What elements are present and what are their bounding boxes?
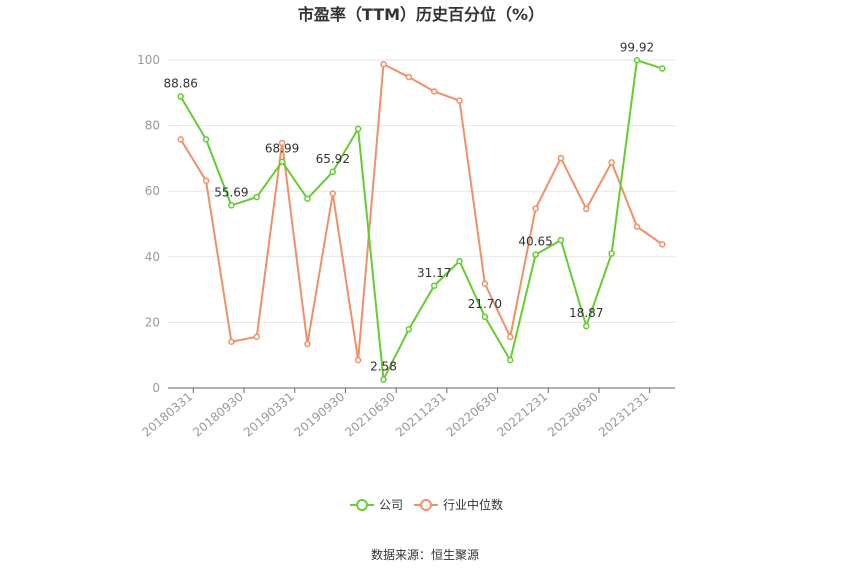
x-tick-label: 20211231	[393, 390, 449, 440]
data-point	[430, 282, 438, 290]
data-point	[354, 356, 362, 364]
legend-item-0[interactable]: 公司	[350, 498, 403, 512]
data-point	[481, 313, 489, 321]
data-label: 18.87	[569, 306, 603, 320]
data-point	[659, 65, 666, 72]
data-label: 40.65	[518, 235, 552, 249]
chart-title: 市盈率（TTM）历史百分位（%）	[298, 5, 544, 24]
data-point	[177, 136, 184, 143]
data-point	[228, 202, 235, 209]
legend-item-1[interactable]: 行业中位数	[414, 497, 503, 512]
data-point	[456, 257, 463, 265]
plot-area: 88.86 55.69 68.99 65.92 2.58 31.17 21.70 40.65 1…	[163, 40, 666, 383]
data-point	[608, 159, 615, 166]
legend-marker	[356, 499, 368, 511]
data-label: 65.92	[316, 152, 350, 166]
data-point	[430, 88, 438, 95]
data-point	[278, 158, 286, 165]
data-point	[329, 168, 337, 176]
y-tick-label: 80	[145, 119, 160, 133]
data-point	[532, 205, 539, 212]
data-point	[202, 177, 210, 184]
legend-label: 公司	[379, 498, 403, 512]
x-tick-label: 20190930	[292, 390, 348, 440]
data-point	[304, 195, 311, 202]
data-point	[659, 241, 666, 248]
x-tick-label: 20221231	[494, 390, 550, 440]
data-point	[532, 251, 539, 258]
data-label: 31.17	[417, 266, 451, 280]
data-point	[278, 139, 286, 147]
data-point	[481, 280, 489, 287]
data-point	[506, 333, 514, 341]
data-label: 99.92	[620, 40, 654, 54]
y-tick-label: 60	[145, 184, 160, 198]
data-point	[633, 57, 641, 64]
data-point	[228, 338, 235, 346]
data-label: 21.70	[468, 297, 502, 311]
series-line	[179, 59, 663, 381]
data-point	[557, 154, 565, 162]
data-point	[380, 61, 387, 68]
data-point	[177, 93, 184, 100]
data-point	[583, 322, 590, 330]
x-tick-label: 20220630	[444, 390, 500, 440]
data-point	[583, 205, 590, 213]
data-point	[329, 190, 337, 197]
legend[interactable]: 公司 行业中位数	[350, 497, 503, 512]
x-tick-label: 20231231	[596, 390, 652, 440]
y-tick-label: 0	[152, 381, 160, 395]
data-point	[633, 223, 641, 230]
data-point	[608, 250, 615, 257]
data-point	[557, 236, 565, 244]
x-tick-label: 20180930	[190, 390, 246, 440]
y-tick-label: 40	[145, 250, 160, 264]
data-point	[202, 136, 210, 143]
source-note: 数据来源：恒生聚源	[371, 547, 479, 562]
legend-marker	[420, 499, 432, 511]
y-tick-label: 100	[137, 53, 160, 67]
data-point	[354, 125, 362, 133]
data-point	[506, 356, 514, 364]
data-point	[253, 333, 260, 341]
data-point	[253, 193, 260, 201]
data-point	[405, 73, 413, 81]
grid	[168, 59, 675, 323]
data-label: 2.58	[370, 360, 397, 374]
series-0: 88.86 55.69 68.99 65.92 2.58 31.17 21.70 40.65 1…	[163, 40, 666, 383]
data-point	[304, 340, 311, 348]
x-tick-label: 20210630	[342, 390, 398, 440]
data-label: 55.69	[214, 185, 248, 199]
x-tick-label: 20180331	[139, 390, 195, 440]
x-tick-label: 20230630	[545, 390, 601, 440]
data-point	[405, 326, 413, 333]
data-point	[456, 97, 463, 104]
legend-label: 行业中位数	[443, 497, 503, 512]
data-label: 68.99	[265, 142, 299, 156]
x-tick-label: 20190331	[241, 390, 297, 440]
x-axis: 2018033120180930201903312019093020210630…	[139, 387, 675, 440]
series-1	[177, 61, 666, 364]
data-point	[380, 376, 387, 383]
data-label: 88.86	[163, 77, 197, 91]
y-axis: 0 20 40 60 80 100	[137, 53, 160, 395]
y-tick-label: 20	[145, 315, 160, 329]
series-line	[179, 63, 663, 362]
